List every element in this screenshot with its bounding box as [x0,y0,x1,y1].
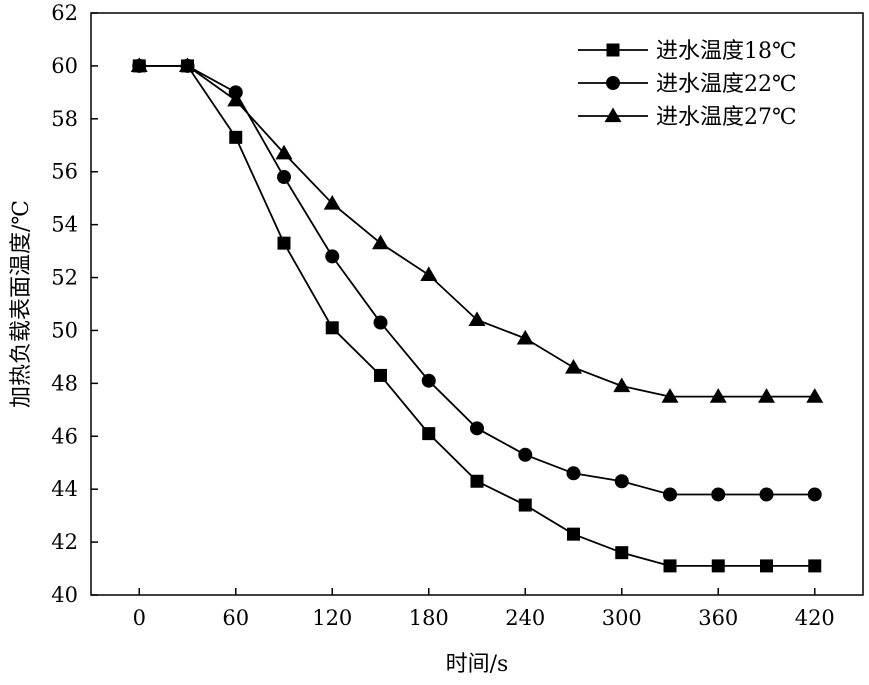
data-point [374,368,387,382]
x-tick-label: 180 [409,606,449,630]
x-tick-label: 120 [312,606,352,630]
data-point [567,527,580,541]
data-point [470,421,484,436]
x-tick-label: 240 [505,606,545,630]
legend-label: 进水温度18℃ [656,39,797,64]
data-point [711,559,725,573]
y-tick-labels: 40 42 44 46 48 50 52 54 56 58 60 62 [51,1,78,607]
data-point [227,91,245,107]
y-tick-label: 60 [51,54,78,78]
series-layer [130,57,824,573]
y-tick-label: 42 [51,530,78,554]
x-tick-label: 300 [602,606,642,630]
data-point [807,487,822,502]
y-tick-label: 54 [51,213,78,237]
data-point [566,466,581,481]
y-axis-title: 加热负载表面温度/℃ [9,200,34,408]
data-point [470,474,484,488]
data-point [759,487,774,502]
x-axis-title: 时间/s [446,652,509,677]
x-tick-label: 360 [698,606,738,630]
y-tick-label: 44 [51,477,78,501]
data-point [323,194,341,210]
y-tick-label: 56 [51,160,78,184]
data-point [663,559,677,573]
legend-label: 进水温度27℃ [656,105,797,130]
data-point [806,388,824,403]
legend-marker [606,76,620,90]
plot-frame [90,12,864,596]
data-point [373,315,388,330]
legend-label: 进水温度22℃ [656,72,797,97]
axis-ticks [91,12,816,596]
data-point [130,57,148,73]
data-point [760,559,773,573]
legend-entry: 进水温度27℃ [578,105,797,130]
data-point [615,546,629,560]
y-tick-label: 50 [51,318,78,342]
data-point [325,321,339,335]
data-point [808,559,822,573]
data-point [277,170,291,185]
legend: 进水温度18℃ 进水温度22℃ 进水温度27℃ [578,39,797,130]
y-tick-label: 48 [51,371,78,395]
legend-entry: 进水温度18℃ [578,39,797,64]
y-tick-label: 52 [51,266,78,290]
data-point [711,487,726,502]
data-point [663,487,677,502]
data-point [565,358,582,374]
data-point [179,57,196,73]
data-point [758,388,775,403]
data-point [614,474,629,489]
legend-marker [606,43,620,57]
data-point [613,377,631,393]
data-point [325,249,340,264]
y-tick-label: 46 [51,424,78,448]
y-tick-label: 58 [51,107,78,131]
data-point [420,266,438,282]
data-point [275,144,293,160]
data-point [709,388,727,403]
x-tick-label: 60 [222,606,249,630]
data-point [277,236,291,250]
data-point [518,447,533,462]
data-point [468,311,486,326]
data-point [516,329,534,345]
data-point [372,234,389,250]
data-point [229,130,243,144]
x-tick-label: 0 [133,606,146,630]
series-triangle [130,57,824,403]
data-point [518,498,532,512]
legend-entry: 进水温度22℃ [578,72,797,97]
x-tick-labels: 0 60 120 180 240 300 360 420 [133,606,835,630]
data-point [661,388,679,403]
y-tick-label: 40 [51,583,78,607]
data-point [422,427,436,441]
y-tick-label: 62 [51,1,78,25]
x-tick-label: 420 [795,606,835,630]
data-point [421,373,436,388]
legend-marker [604,107,622,123]
